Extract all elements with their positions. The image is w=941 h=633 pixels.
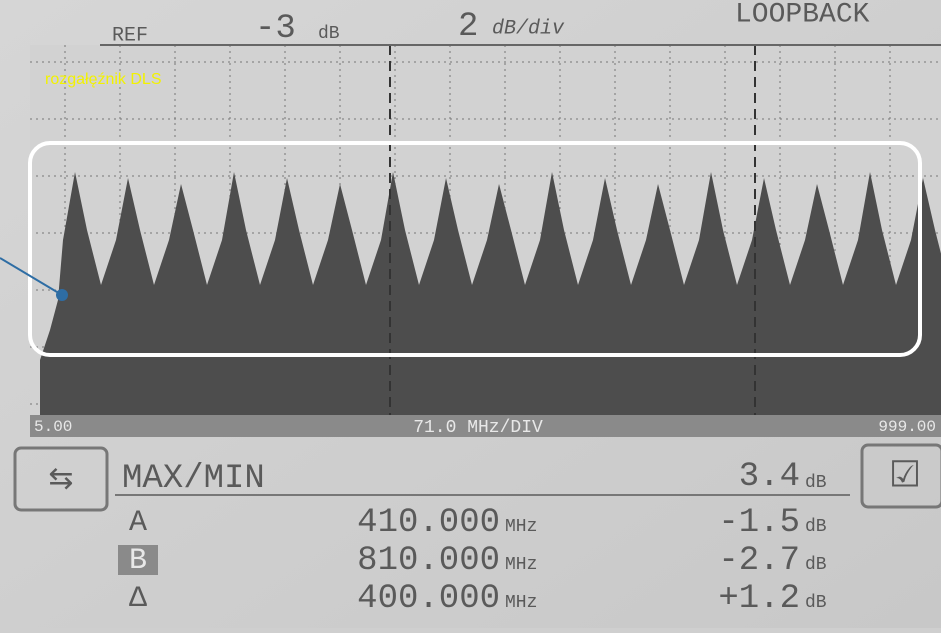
measure-value: 3.4 — [739, 458, 800, 496]
level-unit: dB — [805, 555, 827, 575]
level-unit: dB — [805, 517, 827, 537]
frequency-unit: MHz — [505, 517, 537, 537]
mode: LOOPBACK — [735, 0, 870, 30]
marker-label: A — [129, 506, 147, 540]
frequency: 410.000 — [357, 504, 500, 542]
measure-unit: dB — [805, 473, 827, 493]
marker-label: B — [129, 544, 147, 578]
annotation: rozgałęźnik DLS — [45, 71, 162, 88]
analyzer-screen: REF -3 dB 2 dB/div LOOPBACK rozgałęźnik … — [0, 0, 941, 628]
axis-span: 71.0 MHz/DIV — [413, 418, 543, 438]
callout-dot — [56, 289, 68, 301]
check-icon: ☑ — [889, 457, 921, 498]
ref-unit: dB — [318, 24, 340, 44]
level: -1.5 — [718, 504, 800, 542]
scale-unit: dB/div — [492, 17, 565, 40]
level: +1.2 — [718, 580, 800, 618]
ref-value: -3 — [255, 10, 296, 48]
level-unit: dB — [805, 593, 827, 613]
swap-icon: ⇆ — [48, 464, 73, 498]
ref-label: REF — [112, 24, 148, 47]
scale-value: 2 — [458, 8, 478, 46]
axis-stop: 999.00 — [878, 418, 936, 436]
axis-start: 5.00 — [34, 418, 72, 436]
frequency: 810.000 — [357, 542, 500, 580]
frequency: 400.000 — [357, 580, 500, 618]
frequency-unit: MHz — [505, 593, 537, 613]
marker-label: Δ — [129, 582, 147, 616]
measure-title: MAX/MIN — [122, 460, 265, 498]
level: -2.7 — [718, 542, 800, 580]
frequency-unit: MHz — [505, 555, 537, 575]
